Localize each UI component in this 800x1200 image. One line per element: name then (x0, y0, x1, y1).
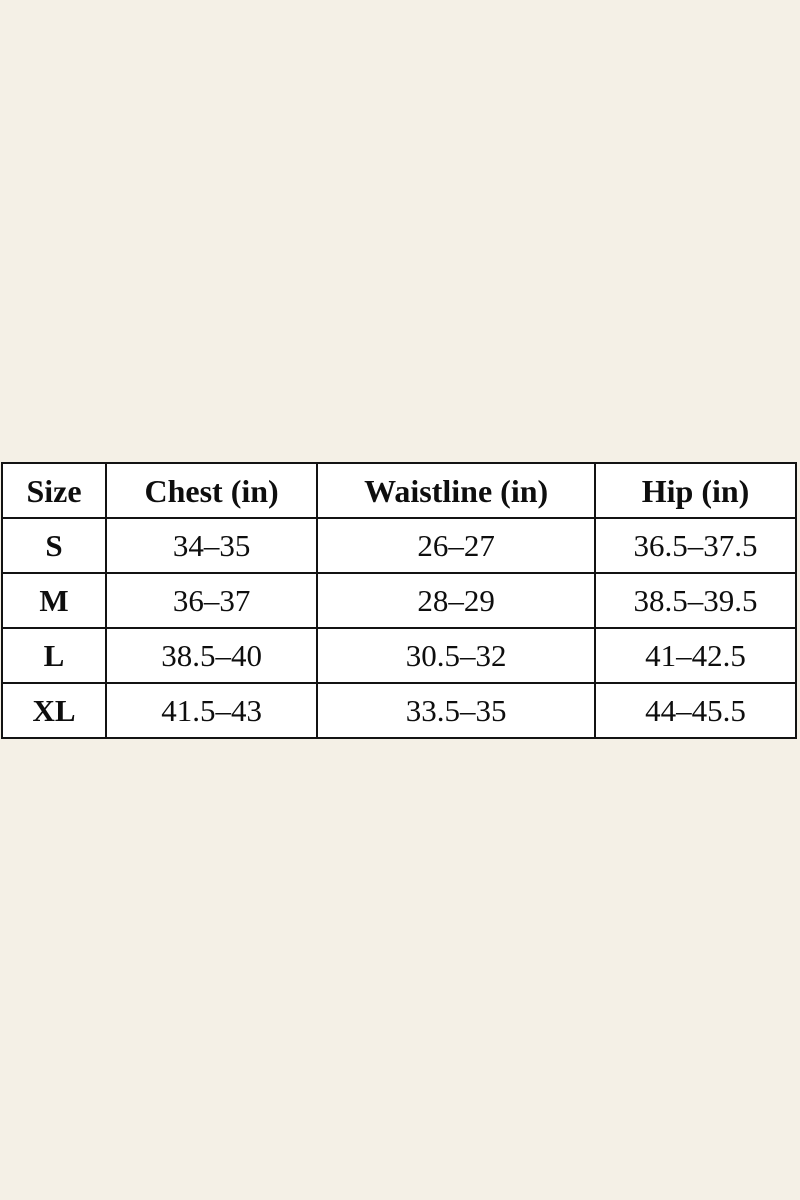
size-label: XL (1, 682, 107, 739)
chest-value: 34–35 (104, 517, 319, 574)
size-chart-container: Size Chest (in) Waistline (in) Hip (in) … (1, 462, 797, 739)
chest-value: 41.5–43 (104, 682, 319, 739)
hip-value: 36.5–37.5 (594, 517, 797, 574)
table-row-l: L 38.5–40 30.5–32 41–42.5 (1, 627, 797, 684)
hip-value: 41–42.5 (594, 627, 797, 684)
table-row-xl: XL 41.5–43 33.5–35 44–45.5 (1, 682, 797, 739)
chest-value: 36–37 (104, 572, 319, 629)
size-label: M (1, 572, 107, 629)
size-chart-table: Size Chest (in) Waistline (in) Hip (in) … (1, 462, 797, 739)
header-size: Size (1, 462, 107, 519)
waistline-value: 26–27 (316, 517, 597, 574)
size-label: S (1, 517, 107, 574)
header-row: Size Chest (in) Waistline (in) Hip (in) (1, 462, 797, 519)
header-hip: Hip (in) (594, 462, 797, 519)
header-waistline: Waistline (in) (316, 462, 597, 519)
size-label: L (1, 627, 107, 684)
hip-value: 44–45.5 (594, 682, 797, 739)
header-chest: Chest (in) (104, 462, 319, 519)
table-row-s: S 34–35 26–27 36.5–37.5 (1, 517, 797, 574)
waistline-value: 33.5–35 (316, 682, 597, 739)
waistline-value: 30.5–32 (316, 627, 597, 684)
table-row-m: M 36–37 28–29 38.5–39.5 (1, 572, 797, 629)
hip-value: 38.5–39.5 (594, 572, 797, 629)
chest-value: 38.5–40 (104, 627, 319, 684)
waistline-value: 28–29 (316, 572, 597, 629)
